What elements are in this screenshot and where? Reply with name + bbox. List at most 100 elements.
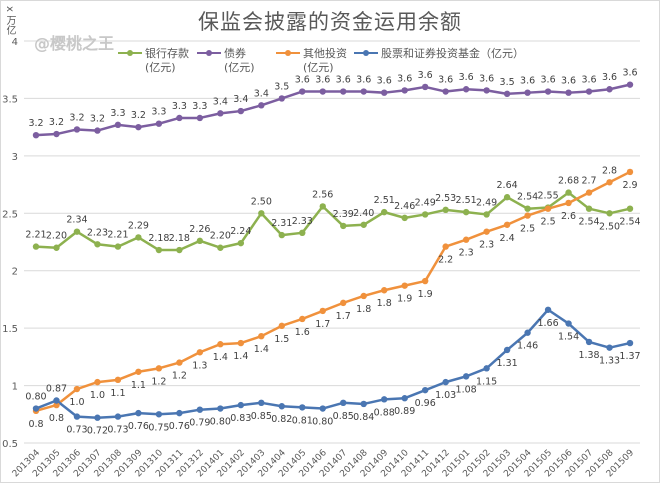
data-label: 0.85 — [333, 411, 354, 422]
data-label: 2.40 — [353, 208, 374, 219]
data-label: 2.49 — [415, 197, 436, 208]
data-point — [258, 332, 265, 340]
data-point — [217, 110, 224, 117]
data-label: 0.80 — [312, 417, 333, 428]
data-point — [626, 81, 634, 88]
data-point — [32, 405, 40, 412]
data-point — [544, 205, 552, 212]
data-label: 1.8 — [356, 304, 371, 315]
data-point — [53, 244, 60, 251]
data-point — [565, 320, 572, 327]
data-point — [442, 378, 449, 386]
data-label: 0.8 — [49, 413, 64, 424]
data-label: 0.81 — [292, 415, 313, 426]
data-label: 2.29 — [128, 220, 149, 231]
data-label: 2.54 — [517, 192, 538, 203]
data-point — [585, 205, 593, 212]
data-point — [524, 329, 531, 336]
data-label: 0.83 — [230, 413, 251, 424]
data-point — [340, 222, 347, 230]
data-label: 0.84 — [353, 412, 374, 423]
data-label: 2.26 — [189, 224, 210, 235]
y-tick-label: 4 — [12, 37, 18, 48]
y-tick-label: 3.5 — [2, 94, 18, 105]
data-label: 3.4 — [254, 88, 269, 99]
data-label: 3.4 — [233, 94, 248, 105]
data-label: 2.54 — [578, 217, 599, 228]
data-point — [503, 90, 511, 98]
y-tick-label: 2 — [12, 267, 18, 278]
legend-marker-icon — [118, 47, 142, 57]
data-point — [462, 86, 470, 93]
data-point — [360, 221, 367, 228]
data-point — [278, 322, 285, 330]
data-point — [381, 89, 388, 96]
data-point — [462, 236, 470, 243]
data-label: 1.37 — [619, 351, 640, 362]
data-point — [606, 179, 613, 186]
data-point — [483, 87, 490, 94]
data-label: 0.76 — [128, 421, 149, 432]
data-label: 2.21 — [25, 230, 46, 241]
data-label: 0.89 — [394, 406, 415, 417]
data-label: 2.53 — [435, 193, 456, 204]
data-label: 2.9 — [622, 180, 637, 191]
data-label: 1.0 — [69, 397, 84, 408]
data-point — [606, 86, 613, 93]
data-point — [155, 365, 163, 372]
data-point — [135, 368, 142, 375]
data-point — [360, 88, 367, 95]
data-point — [503, 221, 511, 228]
data-label: 3.6 — [295, 75, 310, 86]
data-point — [585, 189, 593, 196]
data-label: 3.6 — [356, 75, 371, 86]
data-label: 1.2 — [151, 376, 166, 387]
data-point — [626, 339, 634, 347]
data-label: 1.33 — [599, 356, 620, 367]
data-label: 2.5 — [520, 224, 535, 235]
data-point — [94, 241, 101, 248]
data-point — [524, 89, 531, 96]
data-label: 0.8 — [28, 419, 43, 430]
data-label: 1.2 — [172, 371, 187, 382]
data-label: 3.2 — [131, 110, 146, 121]
data-point — [360, 400, 367, 408]
data-point — [544, 88, 552, 95]
data-label: 3.3 — [172, 101, 187, 112]
data-label: 2.18 — [148, 233, 169, 244]
data-point — [299, 229, 306, 237]
data-point — [462, 208, 470, 216]
data-point — [421, 83, 429, 91]
data-point — [299, 88, 306, 95]
data-point — [135, 409, 142, 417]
watermark: @樱桃之王 — [34, 34, 115, 53]
data-label: 2.4 — [500, 233, 515, 244]
data-point — [421, 277, 429, 285]
data-label: 3.2 — [49, 117, 64, 128]
data-label: 2.54 — [619, 217, 640, 228]
data-label: 2.3 — [459, 248, 474, 259]
data-label: 2.49 — [476, 197, 497, 208]
data-label: 1.4 — [233, 351, 248, 362]
data-label: 3.6 — [377, 76, 392, 87]
data-point — [340, 299, 347, 307]
data-point — [114, 243, 122, 250]
data-label: 3.6 — [581, 75, 596, 86]
data-point — [381, 287, 388, 294]
data-point — [319, 203, 326, 210]
data-label: 3.3 — [192, 101, 207, 112]
data-point — [626, 168, 634, 176]
data-label: 2.50 — [251, 196, 272, 207]
data-point — [483, 211, 490, 218]
data-label: 3.6 — [561, 76, 576, 87]
data-label: 2.31 — [271, 218, 292, 229]
data-point — [483, 365, 490, 372]
data-point — [196, 349, 204, 356]
data-label: 3.4 — [213, 96, 228, 107]
legend-marker-icon — [354, 47, 378, 57]
data-point — [401, 214, 408, 222]
data-label: 1.4 — [254, 344, 269, 355]
data-label: 0.85 — [251, 411, 272, 422]
data-point — [319, 88, 326, 95]
data-label: 3.3 — [151, 107, 166, 118]
